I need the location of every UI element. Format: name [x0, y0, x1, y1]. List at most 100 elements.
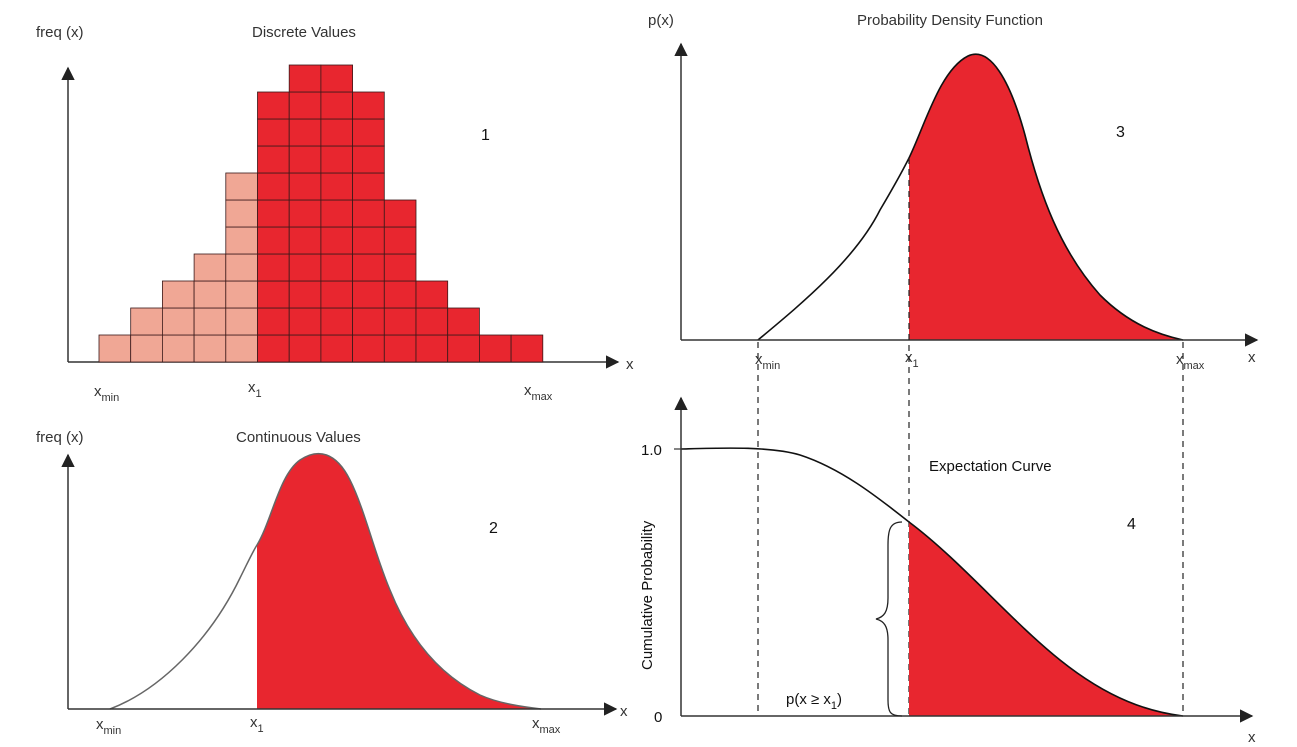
histogram-cell	[352, 172, 385, 201]
histogram-cell	[320, 199, 353, 228]
histogram-cell	[257, 91, 290, 120]
histogram-cell	[161, 334, 195, 363]
histogram-cell	[257, 280, 290, 309]
panel1-x-axis-label: x	[626, 356, 634, 373]
histogram-cell	[320, 334, 353, 363]
panel-discrete: freq (x) Discrete Values 1 x xmin x1 xma…	[36, 24, 634, 404]
histogram-cell	[383, 226, 417, 255]
histogram-cell	[257, 145, 290, 174]
panel2-number: 2	[489, 520, 498, 537]
panel4-y-tick-top-label: 1.0	[641, 442, 662, 459]
histogram-cell	[352, 226, 385, 255]
panel1-xmax-label: xmax	[524, 382, 553, 403]
histogram-cell	[352, 307, 385, 336]
panel1-number: 1	[481, 127, 490, 144]
histogram-cell	[288, 253, 322, 282]
histogram-cell	[130, 334, 163, 363]
panel3-number: 3	[1116, 124, 1125, 141]
histogram-cell	[447, 334, 480, 363]
histogram-cell	[257, 118, 290, 147]
histogram-cell	[225, 172, 258, 201]
panel2-curve	[109, 452, 542, 710]
panel2-xmax-label: xmax	[532, 715, 561, 736]
panel2-shaded-area	[257, 453, 541, 709]
histogram-cell	[320, 307, 353, 336]
histogram-cell	[288, 91, 322, 120]
histogram-cell	[257, 307, 290, 336]
histogram-cell	[257, 199, 290, 228]
histogram-cell	[288, 334, 322, 363]
panel3-shaded-area	[909, 54, 1183, 341]
histogram-cell	[257, 253, 290, 282]
histogram-cells	[98, 64, 544, 363]
histogram-cell	[225, 307, 258, 336]
panel4-curve	[680, 447, 1184, 717]
histogram-cell	[257, 226, 290, 255]
histogram-cell	[352, 118, 385, 147]
histogram-cell	[352, 253, 385, 282]
histogram-cell	[352, 199, 385, 228]
histogram-cell	[288, 145, 322, 174]
histogram-cell	[510, 334, 544, 363]
panel4-shaded-area	[909, 522, 1183, 716]
panel2-x1-label: x1	[250, 714, 264, 735]
histogram-cell	[225, 226, 258, 255]
histogram-cell	[161, 280, 195, 309]
panel3-curve	[757, 53, 1184, 341]
histogram-cell	[447, 307, 480, 336]
histogram-cell	[130, 307, 163, 336]
histogram-cell	[383, 280, 417, 309]
panel2-xmin-label: xmin	[96, 716, 121, 737]
histogram-cell	[288, 199, 322, 228]
panel1-x1-label: x1	[248, 379, 262, 400]
panel4-title: Expectation Curve	[929, 458, 1052, 475]
histogram-cell	[415, 307, 449, 336]
histogram-cell	[320, 118, 353, 147]
histogram-cell	[320, 172, 353, 201]
histogram-cell	[193, 334, 227, 363]
histogram-cell	[383, 307, 417, 336]
histogram-cell	[257, 172, 290, 201]
histogram-cell	[320, 253, 353, 282]
panel1-xmin-label: xmin	[94, 383, 119, 404]
panel2-title: Continuous Values	[236, 429, 361, 446]
panel3-xmin-label: xmin	[755, 351, 780, 372]
histogram-cell	[98, 334, 132, 363]
histogram-cell	[320, 91, 353, 120]
panel1-y-label: freq (x)	[36, 24, 84, 41]
histogram-cell	[257, 334, 290, 363]
histogram-cell	[415, 334, 449, 363]
histogram-cell	[383, 253, 417, 282]
histogram-cell	[288, 64, 322, 93]
histogram-cell	[352, 91, 385, 120]
brace-icon	[875, 521, 903, 717]
histogram-cell	[193, 307, 227, 336]
histogram-cell	[352, 145, 385, 174]
histogram-cell	[225, 253, 258, 282]
histogram-cell	[320, 226, 353, 255]
histogram-cell	[320, 145, 353, 174]
panel4-y-tick-bottom-label: 0	[654, 709, 662, 726]
histogram-cell	[161, 307, 195, 336]
panel-expectation: 1.0 0 Cumulative Probability Expectation…	[639, 396, 1256, 746]
histogram-cell	[352, 280, 385, 309]
histogram-cell	[193, 253, 227, 282]
histogram-cell	[193, 280, 227, 309]
panel2-y-label: freq (x)	[36, 429, 84, 446]
panel3-xmax-label: xmax	[1176, 351, 1205, 372]
histogram-cell	[352, 334, 385, 363]
histogram-cell	[288, 307, 322, 336]
histogram-cell	[320, 64, 353, 93]
histogram-cell	[225, 280, 258, 309]
histogram-cell	[478, 334, 512, 363]
histogram-cell	[225, 334, 258, 363]
panel-pdf: p(x) Probability Density Function 3 x xm…	[648, 12, 1259, 372]
histogram-cell	[288, 118, 322, 147]
panel4-x-axis-label: x	[1248, 729, 1256, 746]
panel2-x-axis-label: x	[620, 703, 628, 720]
histogram-cell	[225, 199, 258, 228]
panel-continuous: freq (x) Continuous Values 2 x xmin x1 x…	[36, 429, 628, 737]
histogram-cell	[288, 172, 322, 201]
histogram-cell	[288, 226, 322, 255]
